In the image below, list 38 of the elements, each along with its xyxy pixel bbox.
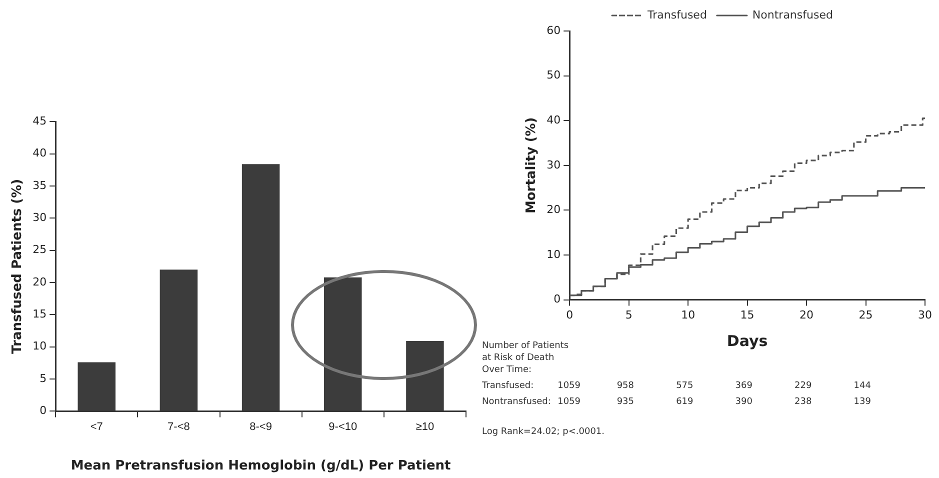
x-axis-title: Mean Pretransfusion Hemoglobin (g/dL) Per Patient bbox=[70, 458, 451, 474]
y-tick-label: 30 bbox=[546, 158, 561, 172]
x-tick-label: 25 bbox=[858, 308, 873, 322]
x-tick-label: 20 bbox=[800, 308, 814, 322]
y-tick-label: 45 bbox=[32, 114, 47, 128]
y-axis-title: Transfused Patients (%) bbox=[10, 178, 26, 354]
x-tick-label: ≥10 bbox=[416, 420, 434, 433]
x-tick-label: 0 bbox=[566, 308, 574, 322]
text: Log Rank=24.02; p<.0001. bbox=[482, 426, 605, 438]
legend-label: Nontransfused bbox=[752, 8, 833, 22]
x-tick-label: 10 bbox=[681, 308, 696, 322]
y-tick-label: 10 bbox=[32, 340, 47, 353]
y-tick-label: 0 bbox=[554, 292, 561, 306]
x-tick-label: 9-<10 bbox=[328, 420, 358, 433]
x-tick-label: 5 bbox=[625, 308, 632, 322]
x-tick-label: <7 bbox=[90, 420, 103, 433]
legend-label: Transfused bbox=[646, 8, 707, 22]
y-tick-label: 30 bbox=[32, 210, 47, 224]
x-tick-label: 7-<8 bbox=[168, 420, 190, 433]
text: Nontransfused: 1059 935 619 390 238 139 bbox=[482, 397, 871, 407]
y-tick-label: 50 bbox=[546, 68, 561, 82]
x-tick-label: 15 bbox=[740, 308, 754, 322]
y-tick-label: 0 bbox=[40, 404, 47, 418]
y-tick-label: 60 bbox=[546, 24, 561, 37]
y-tick-label: 40 bbox=[546, 113, 561, 126]
y-tick-label: 35 bbox=[32, 178, 47, 192]
y-axis-title: Mortality (%) bbox=[524, 117, 540, 214]
x-tick-label: 30 bbox=[918, 308, 932, 322]
y-tick-label: 20 bbox=[546, 203, 561, 216]
y-tick-label: 40 bbox=[32, 146, 47, 160]
y-tick-label: 5 bbox=[40, 372, 47, 385]
x-axis-title: Days bbox=[726, 332, 768, 350]
y-tick-label: 20 bbox=[32, 275, 47, 288]
y-tick-label: 25 bbox=[32, 243, 47, 256]
y-tick-label: 10 bbox=[546, 248, 561, 261]
x-tick-label: 8-<9 bbox=[250, 420, 272, 433]
text: Transfused: 1059 958 575 369 229 144 bbox=[482, 381, 871, 391]
text: Number of Patients at Risk of Death Over Time: bbox=[482, 340, 569, 376]
